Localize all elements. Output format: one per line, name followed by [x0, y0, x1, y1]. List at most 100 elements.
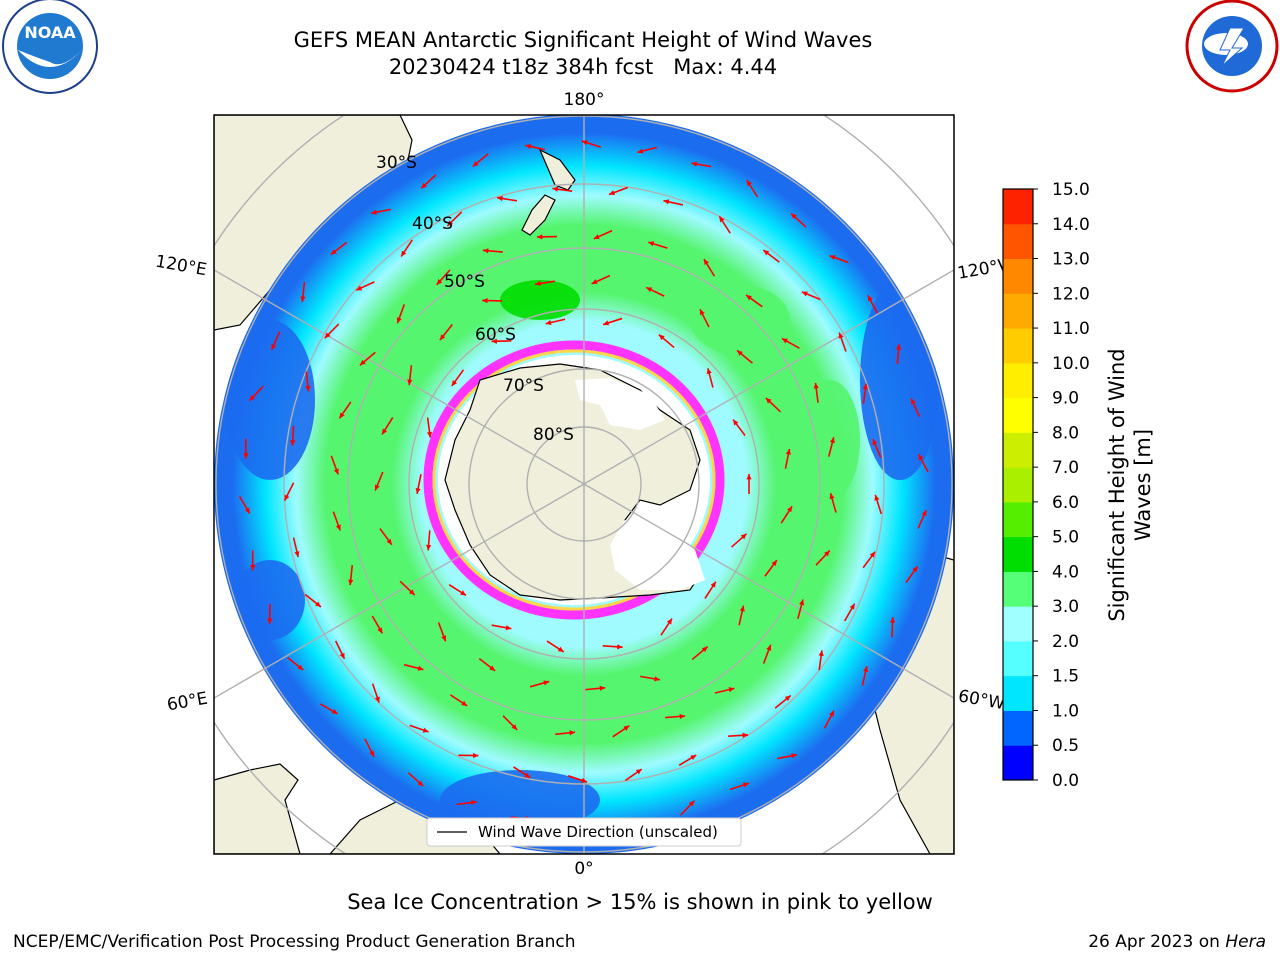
wind-wave-arrowhead: [742, 782, 749, 788]
colorbar-segment: [1003, 501, 1033, 538]
wind-wave-arrowhead: [688, 800, 695, 807]
wind-wave-arrowhead: [371, 209, 377, 215]
wind-wave-arrowhead: [536, 234, 543, 240]
wind-wave-arrowhead: [386, 538, 392, 545]
colorbar-segment: [1003, 571, 1033, 607]
wind-wave-arrowhead: [535, 280, 541, 287]
wind-wave-arrowhead: [417, 665, 424, 671]
wind-wave-arrowhead: [472, 161, 479, 167]
colorbar-tick-label: 15.0: [1052, 180, 1090, 200]
colorbar-segment: [1003, 606, 1033, 642]
wind-wave-arrows: [238, 140, 929, 830]
wind-wave-arrowhead: [648, 241, 655, 247]
wind-wave-arrowhead: [408, 589, 415, 596]
nws-logo: [1185, 0, 1279, 93]
lat-label-50s: 50°S: [444, 272, 485, 292]
wind-wave-arrowhead: [407, 379, 413, 386]
colorbar-segment: [1003, 710, 1033, 746]
wind-wave-arrowhead: [872, 439, 878, 446]
wind-wave-arrowhead: [813, 382, 819, 389]
colorbar-label-line2: Waves [m]: [1131, 429, 1155, 541]
wind-wave-arrowhead: [482, 248, 489, 254]
colorbar-segment: [1003, 536, 1033, 572]
wind-wave-arrowhead: [771, 560, 777, 567]
wind-wave-arrowhead: [746, 295, 752, 301]
wind-wave-arrowhead: [451, 380, 458, 387]
wind-wave-arrowhead: [765, 398, 772, 404]
wind-wave-arrowhead: [658, 334, 665, 341]
wind-wave-arrowhead: [623, 725, 630, 731]
new-zealand-land: [521, 148, 576, 236]
wind-wave-arrowhead: [333, 468, 339, 475]
colorbar-segment: [1003, 640, 1033, 677]
wind-wave-arrowhead: [701, 646, 708, 653]
noaa-logo-text: NOAA: [24, 23, 76, 42]
footer-host: Hera: [1225, 932, 1266, 952]
wind-wave-arrowhead: [918, 454, 924, 461]
colorbar-segment: [1003, 258, 1033, 294]
wind-wave-arrowhead: [417, 780, 424, 787]
wind-wave-arrowhead: [315, 601, 321, 607]
wind-wave-arrowhead: [921, 510, 927, 517]
lon-label-120e: 120°E: [154, 252, 208, 281]
wind-wave-arrowhead: [250, 565, 256, 571]
wind-wave-arrowhead: [654, 676, 660, 682]
wind-wave-arrowhead: [471, 800, 477, 806]
wind-wave-arrowhead: [439, 334, 446, 341]
colorbar-segment: [1003, 467, 1033, 503]
wind-wave-arrowhead: [339, 652, 345, 659]
wind-wave-arrowhead: [552, 186, 559, 192]
wind-wave-arrowhead: [300, 296, 306, 302]
colorbar-segment: [1003, 293, 1033, 329]
wind-wave-arrowhead: [617, 644, 623, 650]
colorbar-tick-label: 0.5: [1052, 736, 1079, 756]
wind-wave-arrowhead: [545, 320, 552, 326]
wind-wave-arrowhead: [679, 713, 686, 720]
wind-wave-arrowhead: [436, 279, 443, 285]
wind-wave-arrowhead: [791, 213, 797, 220]
wind-wave-arrowhead: [441, 635, 447, 642]
wind-wave-arrowhead: [421, 182, 427, 189]
wind-wave-arrowhead: [482, 298, 488, 304]
wind-wave-arrowhead: [746, 180, 752, 187]
wind-wave-arrowhead: [829, 493, 835, 500]
wind-wave-arrowhead: [691, 161, 698, 167]
wind-wave-arrowhead: [786, 506, 793, 513]
wind-wave-arrowhead: [867, 295, 873, 302]
wind-wave-arrowhead: [609, 190, 615, 196]
wind-wave-arrowhead: [491, 338, 497, 344]
wind-wave-arrowhead: [294, 551, 300, 558]
wind-wave-arrowhead: [359, 359, 366, 366]
wind-wave-arrowhead: [374, 696, 380, 703]
colorbar-tick-label: 2.0: [1052, 632, 1079, 652]
wind-wave-arrowhead: [415, 487, 421, 494]
wind-wave-arrowhead: [593, 234, 600, 239]
colorbar-segment: [1003, 189, 1033, 225]
wind-wave-arrowhead: [473, 752, 479, 759]
wind-wave-arrowhead: [525, 143, 532, 150]
africa-land: [214, 763, 301, 854]
sea-ice-caption: Sea Ice Concentration > 15% is shown in …: [347, 890, 933, 914]
ross-ice-shelf: [575, 378, 665, 430]
wind-wave-arrowhead: [710, 581, 716, 588]
map-title: GEFS MEAN Antarctic Significant Height o…: [293, 28, 873, 52]
longitude-lines: [214, 115, 954, 854]
colorbar-segment: [1003, 362, 1033, 399]
colorbar-tick-label: 11.0: [1052, 319, 1090, 339]
wind-wave-arrowhead: [591, 279, 598, 284]
wind-wave-arrowhead: [818, 650, 824, 657]
wind-wave-arrowhead: [460, 590, 467, 596]
wind-wave-arrowhead: [297, 664, 304, 671]
wind-wave-arrowhead: [737, 350, 743, 356]
wind-wave-arrowhead: [690, 755, 697, 761]
colorbar-segment: [1003, 432, 1033, 468]
colorbar-tick-label: 13.0: [1052, 250, 1090, 270]
colorbar-segment: [1003, 675, 1033, 711]
wind-wave-arrowhead: [911, 398, 916, 405]
wind-wave-arrowhead: [791, 753, 797, 759]
sea-ice-inner-edge: [432, 349, 716, 611]
map-frame: [213, 114, 955, 855]
lat-label-80s: 80°S: [533, 425, 574, 445]
wind-wave-arrowhead: [382, 428, 388, 435]
